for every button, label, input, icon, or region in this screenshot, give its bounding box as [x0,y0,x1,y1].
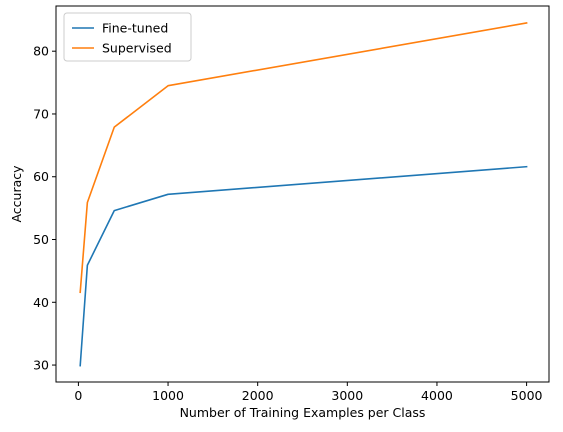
x-tick-label-4000: 4000 [421,388,453,403]
legend-label-fine-tuned: Fine-tuned [102,21,168,36]
series-line-supervised [79,22,528,294]
y-tick-label-50: 50 [33,232,49,247]
y-tick-label-80: 80 [33,44,49,59]
legend-box [63,12,192,62]
series-line-fine-tuned [79,165,528,367]
y-tick-label-30: 30 [33,358,49,373]
axes-layer: 0 1000 2000 3000 4000 5000 30 40 50 60 70 80 [33,5,550,403]
x-axis-label: Number of Training Examples per Class [180,405,426,420]
x-tick-label-3000: 3000 [331,388,363,403]
x-tick-label-2000: 2000 [242,388,274,403]
y-axis-label: Accuracy [9,165,24,223]
y-tick-label-70: 70 [33,106,49,121]
axes-frame [55,5,550,383]
legend-label-supervised: Supervised [102,41,172,56]
x-tick-label-5000: 5000 [511,388,543,403]
y-tick-label-40: 40 [33,295,49,310]
x-tick-label-0: 0 [74,388,82,403]
series-layer [79,22,528,367]
legend: Fine-tuned Supervised [63,12,192,62]
x-tick-label-1000: 1000 [152,388,184,403]
y-tick-label-60: 60 [33,169,49,184]
